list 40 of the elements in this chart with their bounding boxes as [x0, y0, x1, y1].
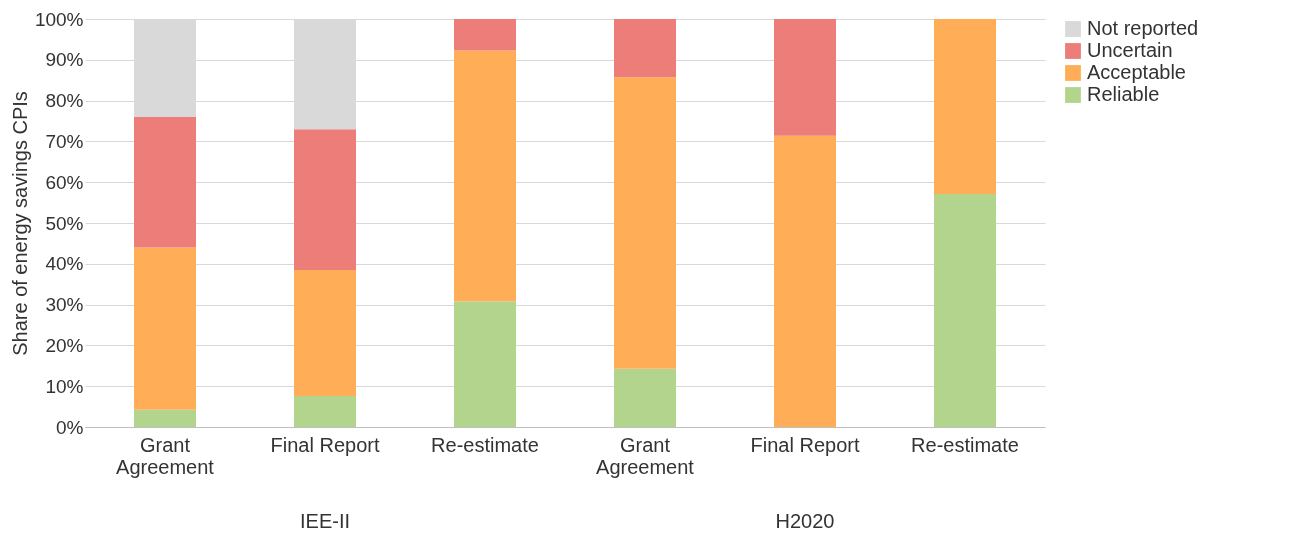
- x-tick-label: Grant Agreement: [116, 433, 215, 478]
- x-tick-label: Re-estimate: [431, 433, 539, 456]
- x-tick-label: Final Report: [270, 433, 380, 456]
- x-tick-label: Re-estimate: [911, 433, 1019, 456]
- bar: [134, 247, 196, 410]
- bar: [134, 409, 196, 427]
- y-axis-title: Share of energy savings CPIs: [8, 91, 31, 356]
- y-tick-label: 40%: [45, 253, 84, 275]
- legend-label: Not reported: [1087, 17, 1199, 39]
- bar: [614, 368, 676, 427]
- bar: [934, 19, 996, 195]
- bar: [454, 301, 516, 427]
- bar: [614, 77, 676, 369]
- y-tick-label: 20%: [45, 334, 84, 356]
- y-tick-label: 70%: [45, 130, 84, 152]
- text: H2020: [775, 510, 835, 532]
- text: IEE-II: [299, 510, 351, 532]
- y-tick-label: 80%: [45, 90, 84, 112]
- y-tick-label: 100%: [34, 8, 84, 30]
- legend-label: Uncertain: [1087, 39, 1173, 61]
- y-tick-label: 90%: [45, 49, 84, 71]
- bar: [934, 194, 996, 427]
- legend-label: Acceptable: [1087, 61, 1186, 83]
- y-tick-label: 30%: [45, 294, 84, 316]
- x-tick-label: Final Report: [750, 433, 860, 456]
- bar: [614, 19, 676, 78]
- bar: [454, 50, 516, 302]
- y-tick-label: 10%: [45, 375, 84, 397]
- bar: [134, 116, 196, 248]
- bar: [454, 19, 516, 51]
- bar: [774, 135, 836, 427]
- y-tick-label: 60%: [45, 171, 84, 193]
- legend-label: Reliable: [1087, 83, 1160, 105]
- y-tick-label: 0%: [56, 416, 84, 438]
- bar: [774, 19, 836, 136]
- bar: [294, 129, 356, 270]
- y-tick-label: 50%: [45, 212, 84, 234]
- bar: [294, 395, 356, 427]
- x-tick-label: Grant Agreement: [596, 433, 695, 478]
- bar: [294, 269, 356, 396]
